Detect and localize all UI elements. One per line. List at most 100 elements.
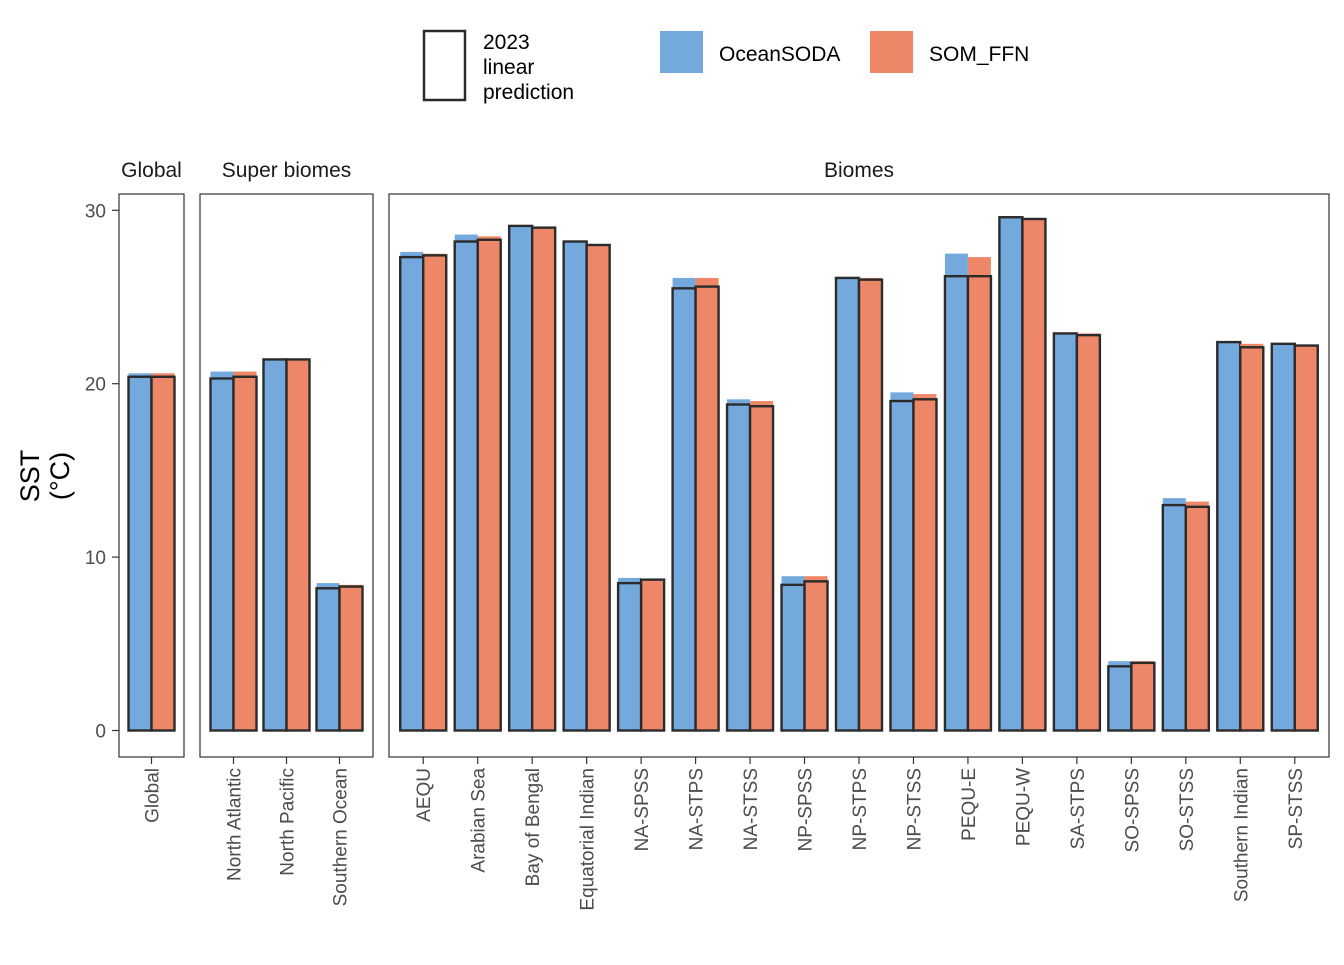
x-tick-label: SA-STPS: [1068, 768, 1089, 849]
bar-oceansoda-na-stss: [727, 399, 751, 731]
prediction-outline-som-ffn-so-spss: [1130, 661, 1156, 732]
x-tick-label: North Atlantic: [225, 768, 246, 881]
x-tick-label: SO-SPSS: [1122, 768, 1143, 852]
bar-oceansoda-equatorial-indian: [563, 241, 587, 731]
panel-title: Super biomes: [222, 159, 352, 182]
legend-label-som-ffn: SOM_FFN: [929, 43, 1029, 66]
prediction-outline-som-ffn-global: [150, 375, 176, 732]
bar-oceansoda-southern-indian: [1217, 342, 1241, 731]
x-tick-label: NP-SPSS: [796, 768, 817, 851]
bar-oceansoda-bay-of-bengal: [509, 225, 533, 731]
bar-oceansoda-so-spss: [1108, 661, 1132, 731]
bar-oceansoda-north-pacific: [263, 359, 287, 731]
x-tick-label: PEQU-W: [1013, 768, 1034, 846]
legend-label-oceansoda: OceanSODA: [719, 43, 840, 66]
y-axis-title-line1: SST: [15, 450, 45, 503]
bar-oceansoda-north-atlantic: [210, 371, 234, 731]
bar-som-ffn-np-spss: [804, 576, 828, 731]
bar-oceansoda-np-spss: [781, 576, 805, 731]
x-tick-label: AEQU: [414, 768, 435, 822]
bar-oceansoda-np-stps: [836, 277, 859, 731]
bar-som-ffn-np-stps: [859, 277, 882, 731]
prediction-outline-som-ffn-north-atlantic: [232, 375, 258, 732]
x-tick-label: NP-STSS: [904, 768, 925, 850]
prediction-outline-som-ffn-pequ-e: [966, 274, 993, 732]
prediction-outline-som-ffn-north-pacific: [285, 358, 311, 732]
panel-global: Global Global: [118, 159, 185, 823]
bar-oceansoda-arabian-sea: [454, 234, 478, 731]
bar-som-ffn-na-spss: [641, 579, 665, 731]
bar-som-ffn-pequ-e: [967, 257, 991, 731]
y-tick-label: 30: [85, 201, 106, 222]
prediction-outline-som-ffn-pequ-w: [1021, 217, 1047, 732]
x-tick-label: NP-STPS: [850, 768, 871, 850]
prediction-outline-som-ffn-np-stps: [857, 278, 884, 732]
x-tick-label: NA-SPSS: [632, 768, 653, 851]
x-tick-label: NA-STSS: [741, 768, 762, 850]
x-tick-label: Southern Indian: [1231, 768, 1252, 902]
bar-oceansoda-na-spss: [618, 577, 642, 731]
x-tick-label: PEQU-E: [959, 768, 980, 841]
prediction-outline-som-ffn-aequ: [422, 254, 448, 732]
bar-som-ffn-na-stss: [750, 401, 774, 731]
prediction-outline-som-ffn-so-stss: [1184, 505, 1211, 732]
bar-som-ffn-global: [151, 373, 175, 731]
bar-som-ffn-np-stss: [913, 394, 937, 731]
bar-oceansoda-global: [128, 373, 152, 731]
bar-som-ffn-north-pacific: [286, 359, 310, 731]
bar-som-ffn-southern-ocean: [339, 584, 363, 731]
bar-som-ffn-southern-indian: [1240, 343, 1264, 731]
bar-oceansoda-sp-stss: [1271, 343, 1295, 731]
y-tick-label: 20: [85, 375, 106, 396]
bar-som-ffn-aequ: [423, 253, 447, 731]
bar-som-ffn-sa-stps: [1076, 333, 1100, 731]
x-tick-label: Bay of Bengal: [523, 768, 544, 886]
legend-key-oceansoda: [660, 31, 703, 73]
prediction-outline-som-ffn-sp-stss: [1293, 344, 1319, 732]
bar-som-ffn-arabian-sea: [477, 236, 501, 731]
plot-area: 0 10 20 30 Global Global Super biomes North Atl…: [85, 159, 1330, 911]
legend-outline-label-line1: 2023: [483, 31, 530, 54]
x-tick-label: Arabian Sea: [469, 768, 490, 873]
x-tick-label: SO-STSS: [1177, 768, 1198, 851]
prediction-outline-som-ffn-na-stps: [694, 285, 720, 732]
legend-outline-key: [422, 29, 467, 102]
prediction-outline-som-ffn-na-spss: [639, 578, 666, 732]
y-axis-title-line2: (°C): [45, 452, 75, 500]
x-tick-label: Global: [143, 768, 164, 823]
legend-key-som-ffn: [870, 31, 913, 73]
bar-som-ffn-bay-of-bengal: [532, 227, 556, 731]
x-tick-label: Equatorial Indian: [578, 768, 599, 911]
prediction-outline-som-ffn-np-stss: [912, 398, 938, 732]
bar-oceansoda-so-stss: [1162, 498, 1186, 731]
panel-super-biomes: Super biomes North Atlantic North Pacific S…: [199, 159, 374, 906]
bar-som-ffn-sp-stss: [1294, 345, 1318, 731]
legend: 2023 linear prediction OceanSODA SOM_FFN: [422, 29, 1029, 104]
prediction-outline-som-ffn-equatorial-indian: [585, 243, 611, 732]
legend-outline-label-line3: prediction: [483, 81, 574, 104]
y-axis-title: SST (°C): [15, 450, 75, 503]
x-tick-label: Southern Ocean: [331, 768, 352, 906]
legend-outline-label-line2: linear: [483, 56, 534, 79]
panel-title: Biomes: [824, 159, 894, 182]
bar-oceansoda-na-stps: [672, 277, 696, 731]
y-tick-label: 0: [95, 722, 106, 743]
bar-oceansoda-pequ-e: [944, 253, 968, 731]
x-tick-label: North Pacific: [278, 768, 299, 876]
prediction-outline-som-ffn-bay-of-bengal: [530, 226, 557, 732]
bar-oceansoda-southern-ocean: [316, 583, 340, 731]
x-tick-label: SP-STSS: [1286, 768, 1307, 849]
bar-oceansoda-sa-stps: [1053, 333, 1077, 731]
panel-biomes: Biomes AEQU Arabian Sea Bay of Bengal Equato…: [388, 159, 1330, 911]
prediction-outline-som-ffn-sa-stps: [1075, 333, 1102, 732]
bar-oceansoda-np-stss: [890, 392, 914, 731]
bar-som-ffn-so-spss: [1131, 661, 1155, 731]
bar-som-ffn-pequ-w: [1022, 218, 1046, 731]
bar-som-ffn-north-atlantic: [233, 371, 257, 731]
y-tick-label: 10: [85, 548, 106, 569]
bar-oceansoda-aequ: [400, 251, 424, 731]
bar-som-ffn-na-stps: [695, 277, 719, 731]
panel-title: Global: [121, 159, 182, 182]
